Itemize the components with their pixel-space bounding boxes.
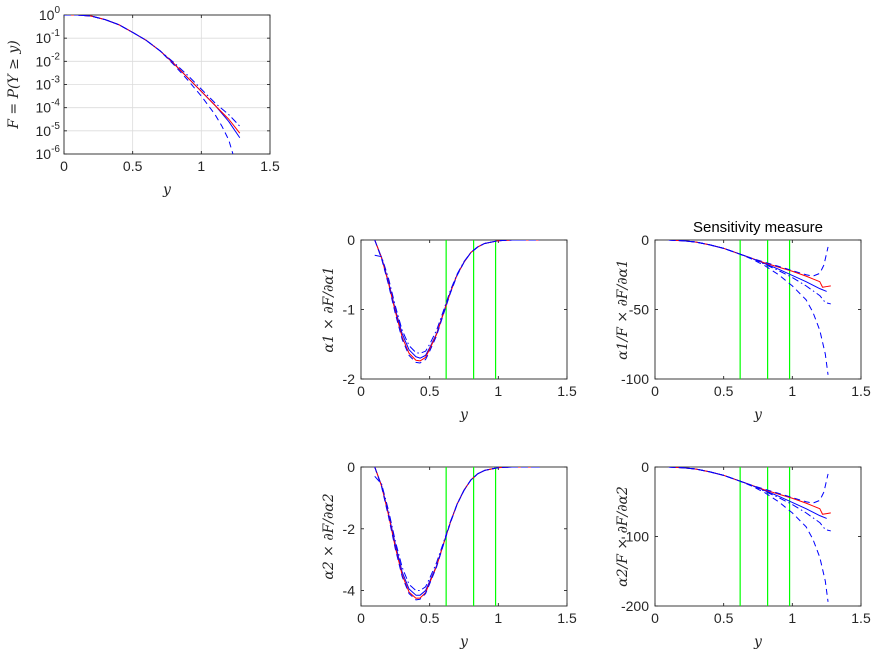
x-tick-label: 1 — [788, 383, 796, 399]
y-tick-label: 10-6 — [36, 144, 61, 162]
y-tick-base: 10 — [36, 77, 52, 93]
series-line-red-solid — [64, 15, 241, 134]
panel-s-alpha1: 0 0.5 1 1.5 0 -50 -100 y α1/F × ∂F/∂α1 Sensitivit… — [615, 219, 871, 423]
x-tick-label: 1 — [788, 610, 796, 626]
x-tick-label: 0.5 — [123, 158, 143, 174]
x-tick-label: 0 — [357, 383, 365, 399]
chart-title: Sensitivity measure — [693, 219, 823, 236]
x-tick-label: 0 — [357, 610, 365, 626]
series-line-blue-dashdot — [668, 467, 831, 532]
x-axis-label: y — [753, 407, 763, 423]
y-tick-exponent: 0 — [54, 5, 60, 16]
x-axis-label: y — [162, 182, 172, 198]
y-tick-label: -1 — [343, 302, 356, 318]
y-tick-label: 10-1 — [36, 28, 61, 46]
y-tick-label: 100 — [39, 5, 61, 23]
series-line-blue-dashed — [374, 240, 540, 364]
series-line-blue-dashdot — [668, 240, 831, 305]
y-tick-label: 10-2 — [36, 51, 61, 69]
y-tick-exponent: -4 — [51, 98, 60, 109]
y-tick-base: 10 — [36, 146, 52, 162]
series-line-blue-dashed — [374, 467, 540, 601]
y-tick-label: 0 — [641, 232, 649, 248]
x-tick-label: 0.5 — [714, 383, 734, 399]
series-line-red-solid — [374, 467, 540, 599]
y-tick-base: 10 — [36, 123, 52, 139]
series-line-blue-dashed — [668, 467, 829, 602]
x-tick-label: 1 — [494, 383, 502, 399]
series-line-blue-dashdot — [374, 240, 540, 354]
series-line-red-solid — [668, 240, 831, 288]
y-tick-exponent: -5 — [51, 121, 60, 132]
y-tick-label: -2 — [343, 521, 356, 537]
axes-box — [360, 466, 568, 607]
series-group — [374, 240, 540, 364]
y-tick-exponent: -2 — [51, 51, 60, 62]
x-tick-label: 1.5 — [851, 383, 871, 399]
panel-s-alpha2: 0 0.5 1 1.5 0 -100 -200 y α2/F × ∂F/∂α2 — [615, 459, 871, 650]
y-tick-label: -200 — [621, 598, 649, 614]
y-tick-exponent: -3 — [51, 75, 60, 86]
y-tick-label: -50 — [629, 302, 649, 318]
series-group — [668, 240, 831, 375]
series-line-red-solid — [374, 240, 540, 362]
panel-d-alpha1: 0 0.5 1 1.5 0 -1 -2 y α1 × ∂F/∂α1 — [321, 232, 577, 423]
y-tick-label: -2 — [343, 371, 356, 387]
series-line-blue-dashdot — [374, 467, 540, 592]
y-tick-base: 10 — [36, 53, 52, 69]
y-tick-base: 10 — [36, 100, 52, 116]
y-tick-label: -100 — [621, 371, 649, 387]
y-tick-label: 0 — [641, 459, 649, 475]
x-axis-label: y — [753, 634, 763, 650]
x-tick-label: 0.5 — [420, 610, 440, 626]
series-group — [374, 467, 540, 601]
x-axis-label: y — [459, 407, 469, 423]
y-tick-exponent: -1 — [51, 28, 60, 39]
y-tick-label: 10-3 — [36, 75, 61, 93]
series-group — [668, 467, 831, 602]
y-axis-label: F = P(Y ≥ y) — [6, 40, 22, 129]
series-line-red-solid — [668, 467, 831, 515]
panel-d-alpha2: 0 0.5 1 1.5 0 -2 -4 y α2 × ∂F/∂α2 — [321, 459, 577, 650]
x-tick-label: 1.5 — [557, 383, 577, 399]
x-tick-label: 0.5 — [420, 383, 440, 399]
series-line-blue-dashed — [64, 15, 234, 154]
series-line-blue-solid — [374, 467, 540, 596]
series-line-blue-solid — [668, 240, 827, 292]
x-tick-label: 1 — [494, 610, 502, 626]
y-tick-label: -4 — [343, 583, 356, 599]
series-line-blue-solid — [668, 467, 827, 519]
series-group — [64, 15, 241, 154]
x-tick-label: 1 — [197, 158, 205, 174]
y-tick-exponent: -6 — [51, 144, 60, 155]
x-tick-label: 0 — [60, 158, 68, 174]
y-tick-base: 10 — [36, 30, 52, 46]
x-tick-label: 1.5 — [260, 158, 280, 174]
x-tick-label: 0.5 — [714, 610, 734, 626]
y-tick-label: 10-4 — [36, 98, 61, 116]
x-axis-label: y — [459, 634, 469, 650]
series-line-blue-solid — [374, 240, 540, 359]
series-line-blue-dashdot — [64, 15, 241, 127]
series-line-blue-solid — [64, 15, 241, 139]
y-axis-label: α2 × ∂F/∂α2 — [321, 493, 337, 579]
y-axis-label: α2/F × ∂F/∂α2 — [615, 486, 631, 587]
y-tick-label: -100 — [621, 529, 649, 545]
x-tick-label: 0 — [651, 610, 659, 626]
y-tick-label: 0 — [347, 459, 355, 475]
x-tick-label: 1.5 — [557, 610, 577, 626]
y-tick-label: 0 — [347, 232, 355, 248]
series-line-blue-dashed — [668, 240, 829, 375]
y-tick-label: 10-5 — [36, 121, 61, 139]
y-tick-base: 10 — [39, 7, 55, 23]
y-axis-label: α1 × ∂F/∂α1 — [321, 266, 337, 352]
x-tick-label: 1.5 — [851, 610, 871, 626]
y-axis-label: α1/F × ∂F/∂α1 — [615, 259, 631, 360]
x-tick-label: 0 — [651, 383, 659, 399]
